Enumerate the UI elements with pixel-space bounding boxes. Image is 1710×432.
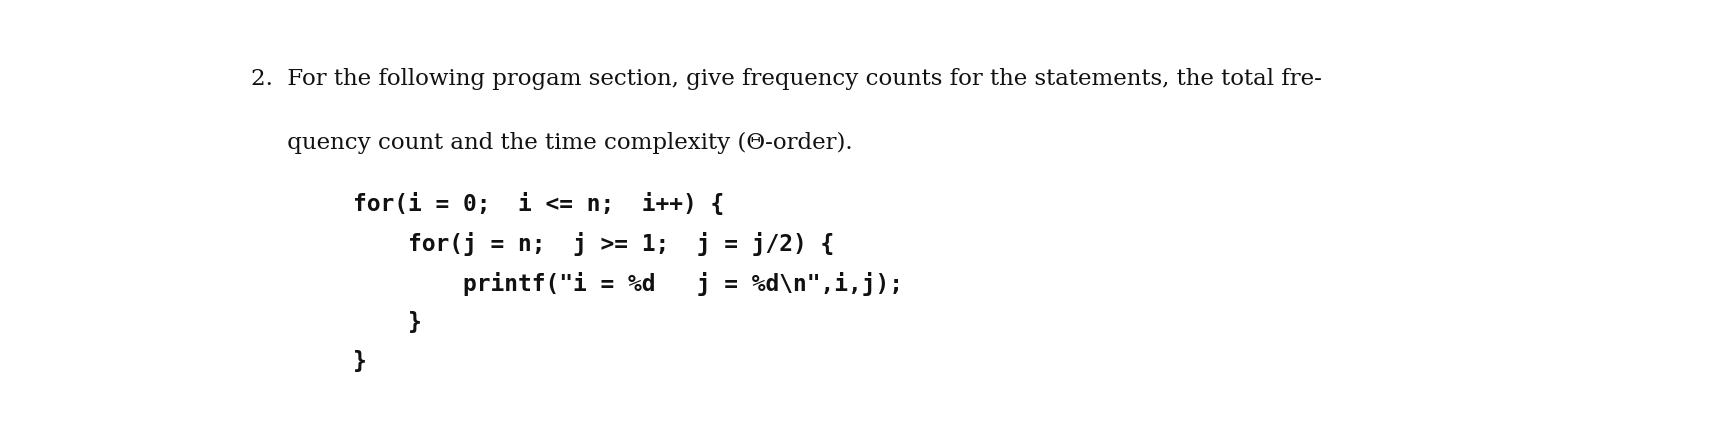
Text: }: }: [352, 311, 422, 334]
Text: for(j = n;  j >= 1;  j = j/2) {: for(j = n; j >= 1; j = j/2) {: [352, 232, 834, 257]
Text: }: }: [352, 350, 366, 373]
Text: 2.  For the following progam section, give frequency counts for the statements, : 2. For the following progam section, giv…: [251, 68, 1322, 90]
Text: quency count and the time complexity (Θ-order).: quency count and the time complexity (Θ-…: [251, 132, 853, 154]
Text: for(i = 0;  i <= n;  i++) {: for(i = 0; i <= n; i++) {: [352, 193, 723, 216]
Text: printf("i = %d   j = %d\n",i,j);: printf("i = %d j = %d\n",i,j);: [352, 272, 903, 296]
